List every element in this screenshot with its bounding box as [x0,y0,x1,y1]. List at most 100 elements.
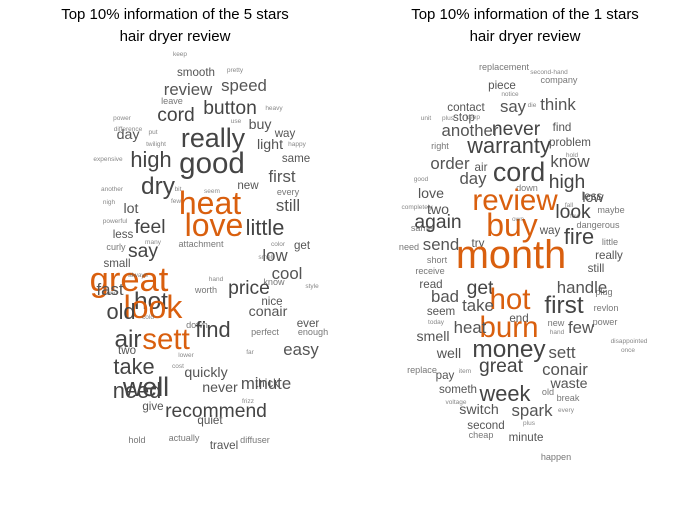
cloud-word: recommend [165,401,267,422]
cloud-word: twilight [146,141,166,148]
cloud-word: every [276,187,300,197]
cloud-word: well [436,346,462,362]
cloud-word: short [426,255,448,265]
cloud-word: way [274,127,296,140]
cloud-word: old [106,299,136,324]
cloud-word: dangerous [576,220,620,230]
cloud-word: pretty [226,67,244,74]
cloud-word: fire [563,224,595,249]
cloud-word: waste [550,376,588,392]
cloud-word: completely [401,204,433,211]
cloud-word: buy [248,117,272,133]
cloud-word: cost [172,363,184,370]
cloud-word: few [567,318,595,337]
cloud-word: conair [248,304,288,320]
cloud-word: someth [438,383,478,396]
cloud-word: look [555,202,591,223]
cloud-word: know [550,152,590,171]
cloud-word: revlon [593,303,619,313]
cloud-word: minute [508,431,544,444]
cloud-word: pay [435,369,455,382]
cloud-word: need [398,242,420,252]
cloud-word: button [203,98,257,119]
cloud-word: voltage [445,399,467,406]
cloud-word: low [262,246,288,265]
cloud-word: great [479,356,523,377]
cloud-word: think [540,95,576,114]
cloud-word: leave [161,96,183,106]
cloud-word: day [459,169,487,188]
cloud-word: say [499,97,527,116]
cloud-word: never [202,380,238,396]
cloud-word: little [601,237,619,247]
cloud-word: high [130,147,172,172]
cloud-word: few [170,198,182,205]
cloud-word: review [163,80,213,99]
cloud-word: power [113,115,131,122]
cloud-word: maybe [597,205,625,215]
cloud-word: little [245,215,285,240]
cloud-word: use [230,118,242,125]
cloud-word: cold [142,314,154,321]
cloud-word: always [128,272,148,279]
cloud-word: down [186,320,208,330]
cloud-word: low [582,190,604,206]
cloud-word: two [117,344,137,357]
word-cloud: keep smooth pretty review speed leave button co… [10,0,340,527]
cloud-word: every [558,407,574,414]
cloud-word: notice [501,91,519,98]
cloud-word: day [116,127,140,143]
cloud-word: nice [261,295,283,308]
cloud-word: fast [96,280,124,299]
cloud-word: bit [174,186,182,193]
cloud-word: air [114,326,142,353]
cloud-word: piece [488,79,516,92]
cloud-word: curly [106,242,126,252]
cloud-word: money [472,336,546,363]
cloud-word: love [184,207,244,243]
cloud-word: order [430,154,470,173]
title-line-2: hair dryer review [469,28,581,45]
cloud-word: replace [407,365,437,375]
cloud-word: stop [453,111,475,124]
cloud-word: hold [565,152,579,159]
cloud-word: enough [297,327,329,337]
word-cloud-panel-5-stars: Top 10% information of the 5 stars hair … [10,0,340,527]
panel-title: Top 10% information of the 1 stars hair … [360,4,690,48]
cloud-word: another [100,186,124,193]
cloud-word: spark [511,401,553,420]
cloud-word: air [474,161,488,174]
cloud-word: heat [178,185,242,221]
cloud-word: bad [431,287,459,306]
cloud-word: old [541,387,555,397]
cloud-word: burn [479,311,539,344]
cloud-word: smell [258,254,274,261]
cloud-word: replacement [478,62,530,72]
cloud-word: today [428,319,444,326]
cloud-word: receive [415,266,445,276]
cloud-word: light [256,137,284,153]
cloud-word: fall [564,202,574,209]
cloud-word: smell [416,329,450,345]
cloud-word: less [581,190,603,203]
cloud-word: item [458,368,472,375]
cloud-word: hold [128,435,146,445]
cloud-word: say [127,241,159,262]
cloud-word: hot [489,283,531,316]
cloud-word: ever [296,317,320,330]
cloud-word: again [414,212,462,233]
cloud-word: conair [542,360,588,379]
cloud-word: small [103,257,131,270]
cloud-word: minute [240,374,292,393]
cloud-word: seem [426,305,456,318]
cloud-word: quiet [197,414,223,427]
cloud-word: look [123,289,183,325]
word-cloud: replacement second-hand piece company notice… [360,0,690,527]
cloud-word: style [305,283,319,290]
cloud-word: happy [288,141,306,148]
cloud-word: week [479,381,531,406]
cloud-word: problem [549,136,591,149]
cloud-word: frizz [242,398,254,405]
cloud-word: happen [540,452,572,462]
cloud-word: disappointed [610,338,648,345]
